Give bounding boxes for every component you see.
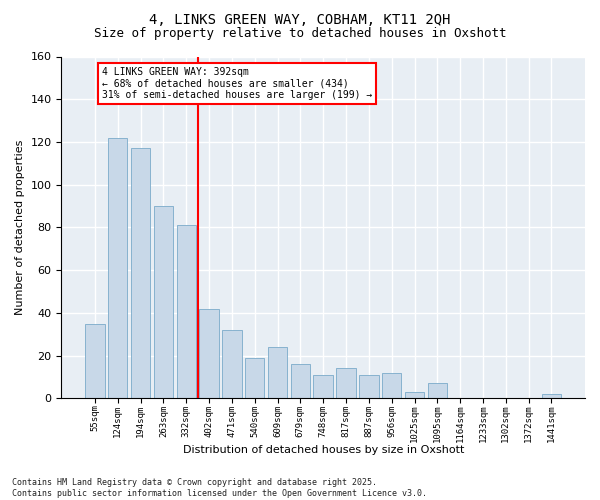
Bar — [337, 368, 356, 398]
Bar — [313, 375, 333, 398]
Bar — [405, 392, 424, 398]
Bar — [131, 148, 150, 398]
Bar — [428, 384, 447, 398]
Bar — [85, 324, 104, 398]
Bar — [222, 330, 242, 398]
Text: 4 LINKS GREEN WAY: 392sqm
← 68% of detached houses are smaller (434)
31% of semi: 4 LINKS GREEN WAY: 392sqm ← 68% of detac… — [102, 67, 372, 100]
Bar — [245, 358, 265, 399]
Text: Size of property relative to detached houses in Oxshott: Size of property relative to detached ho… — [94, 28, 506, 40]
Bar — [199, 308, 219, 398]
Bar — [290, 364, 310, 398]
X-axis label: Distribution of detached houses by size in Oxshott: Distribution of detached houses by size … — [182, 445, 464, 455]
Y-axis label: Number of detached properties: Number of detached properties — [15, 140, 25, 315]
Bar — [108, 138, 127, 398]
Text: Contains HM Land Registry data © Crown copyright and database right 2025.
Contai: Contains HM Land Registry data © Crown c… — [12, 478, 427, 498]
Text: 4, LINKS GREEN WAY, COBHAM, KT11 2QH: 4, LINKS GREEN WAY, COBHAM, KT11 2QH — [149, 12, 451, 26]
Bar — [154, 206, 173, 398]
Bar — [382, 372, 401, 398]
Bar — [176, 226, 196, 398]
Bar — [359, 375, 379, 398]
Bar — [268, 347, 287, 399]
Bar — [542, 394, 561, 398]
